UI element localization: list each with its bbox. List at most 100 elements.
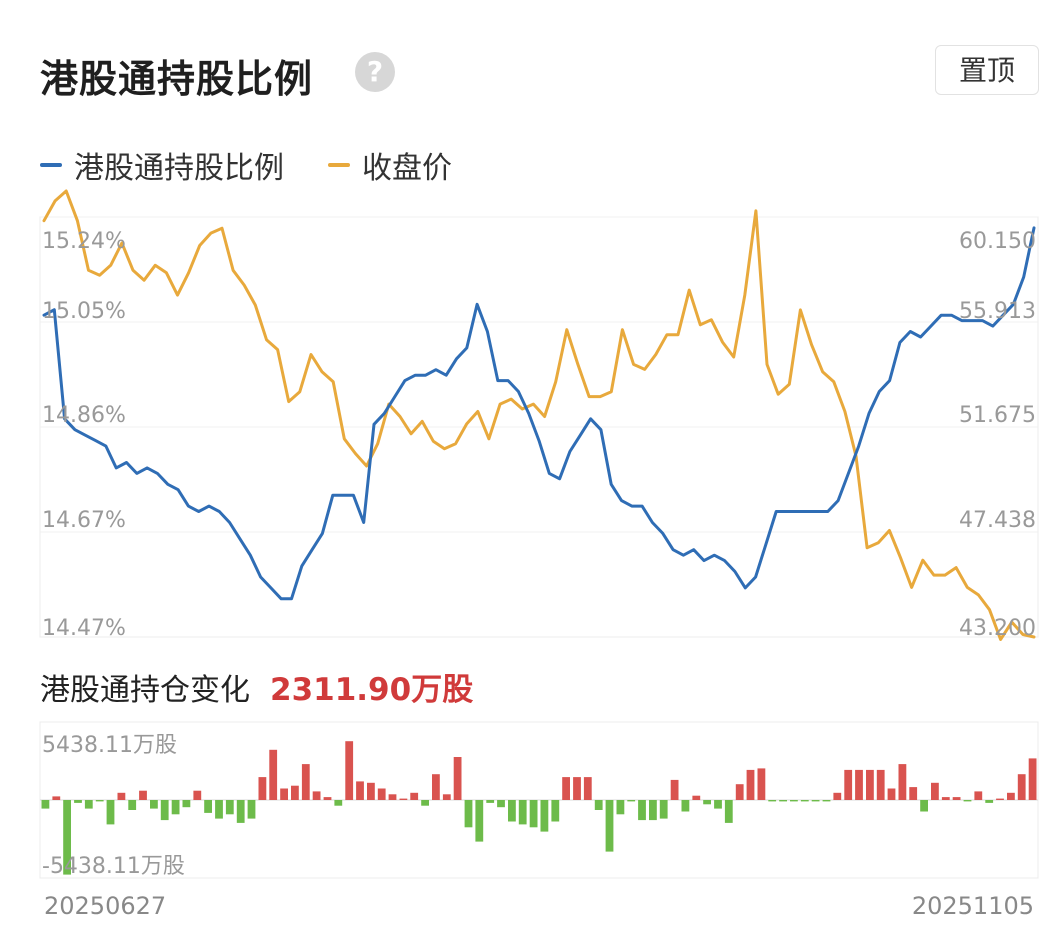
change-bar [974, 791, 983, 800]
change-bar [931, 782, 939, 800]
change-bar [790, 800, 798, 802]
change-bar [236, 800, 245, 823]
change-bar [855, 769, 863, 800]
change-section-title: 港股通持仓变化 2311.90万股 [40, 664, 473, 709]
change-bar [898, 764, 907, 800]
left-tick-label: 15.05% [42, 299, 126, 324]
change-bar [117, 792, 126, 800]
change-bar [128, 800, 137, 810]
change-bar [269, 749, 278, 800]
change-bar [421, 800, 429, 806]
legend-label-close-price: 收盘价 [362, 151, 452, 186]
change-bar [985, 800, 994, 803]
change-bar [291, 785, 299, 800]
change-bar [399, 798, 408, 800]
help-icon[interactable]: ? [355, 52, 395, 92]
change-bar [63, 800, 71, 875]
change-bar [508, 800, 516, 822]
change-bar [811, 800, 820, 802]
change-label: 港股通持仓变化 [40, 673, 250, 708]
change-bar [182, 800, 191, 808]
change-bar [920, 800, 928, 812]
change-bar [876, 769, 885, 800]
change-bar [540, 800, 549, 832]
change-bar [334, 800, 343, 806]
change-bar [844, 769, 853, 800]
change-bar [529, 800, 538, 828]
change-bar [594, 800, 603, 810]
change-bar [800, 800, 809, 802]
change-bar [312, 791, 321, 800]
x-axis-start-date: 20250627 [44, 892, 167, 920]
change-bar [1017, 774, 1026, 800]
change-bar [52, 796, 61, 800]
left-tick-label: 14.67% [42, 508, 126, 533]
change-bar [204, 800, 212, 813]
change-bar [150, 800, 158, 809]
change-bar [779, 800, 787, 802]
change-bar [963, 800, 972, 802]
change-bar [562, 777, 570, 800]
change-bar [464, 800, 473, 828]
change-bar [388, 794, 397, 800]
change-bar [323, 797, 332, 800]
change-bar [768, 800, 777, 802]
change-bar [638, 800, 646, 821]
change-bar [681, 800, 690, 812]
change-bar [659, 800, 668, 819]
change-bar [442, 794, 451, 800]
right-tick-label: 55.913 [959, 299, 1036, 324]
change-bar [367, 782, 375, 800]
change-bar [996, 798, 1004, 800]
change-bar [345, 741, 354, 800]
change-bar [627, 800, 636, 802]
right-tick-label: 43.200 [959, 616, 1036, 641]
change-bar [356, 781, 364, 800]
change-bar [714, 800, 722, 809]
change-bar [193, 790, 202, 800]
change-bar [160, 800, 169, 821]
change-bar [887, 788, 896, 800]
change-bar [724, 800, 733, 823]
change-bar [573, 777, 581, 800]
legend-item-close-price[interactable]: 收盘价 [328, 143, 452, 187]
pin-to-top-button[interactable]: 置顶 [935, 45, 1039, 95]
change-bar [497, 800, 505, 808]
chart-legend: 港股通持股比例 收盘价 [40, 143, 496, 187]
change-bar [106, 800, 115, 825]
change-bar [475, 800, 484, 842]
change-bar [703, 800, 711, 805]
change-bar [377, 788, 386, 800]
change-bar [833, 792, 842, 800]
left-tick-label: 14.47% [42, 616, 126, 641]
page-title: 港股通持股比例 [40, 57, 314, 101]
change-bar [1007, 792, 1015, 800]
right-tick-label: 51.675 [959, 403, 1036, 428]
change-bar [225, 800, 234, 815]
legend-item-holding-ratio[interactable]: 港股通持股比例 [40, 143, 284, 187]
change-bar [746, 769, 755, 800]
right-tick-label: 60.150 [959, 229, 1036, 254]
change-bar [649, 800, 657, 821]
change-bar [280, 788, 288, 800]
left-tick-label: 15.24% [42, 229, 126, 254]
change-bar [583, 777, 592, 800]
change-bar [952, 797, 961, 800]
change-bar [616, 800, 625, 815]
change-bar [822, 800, 831, 802]
change-bar [670, 779, 679, 800]
change-bar [247, 800, 256, 819]
change-bar [735, 784, 744, 800]
change-bar [171, 800, 180, 815]
change-bar [215, 800, 223, 819]
change-bar [95, 800, 104, 802]
change-bar [139, 790, 147, 800]
change-bar [518, 800, 527, 825]
change-bar [453, 757, 462, 800]
change-bar [1028, 758, 1037, 800]
change-bar [432, 774, 440, 800]
change-bar [486, 800, 495, 803]
change-bar [41, 800, 50, 809]
change-bar [258, 777, 267, 800]
